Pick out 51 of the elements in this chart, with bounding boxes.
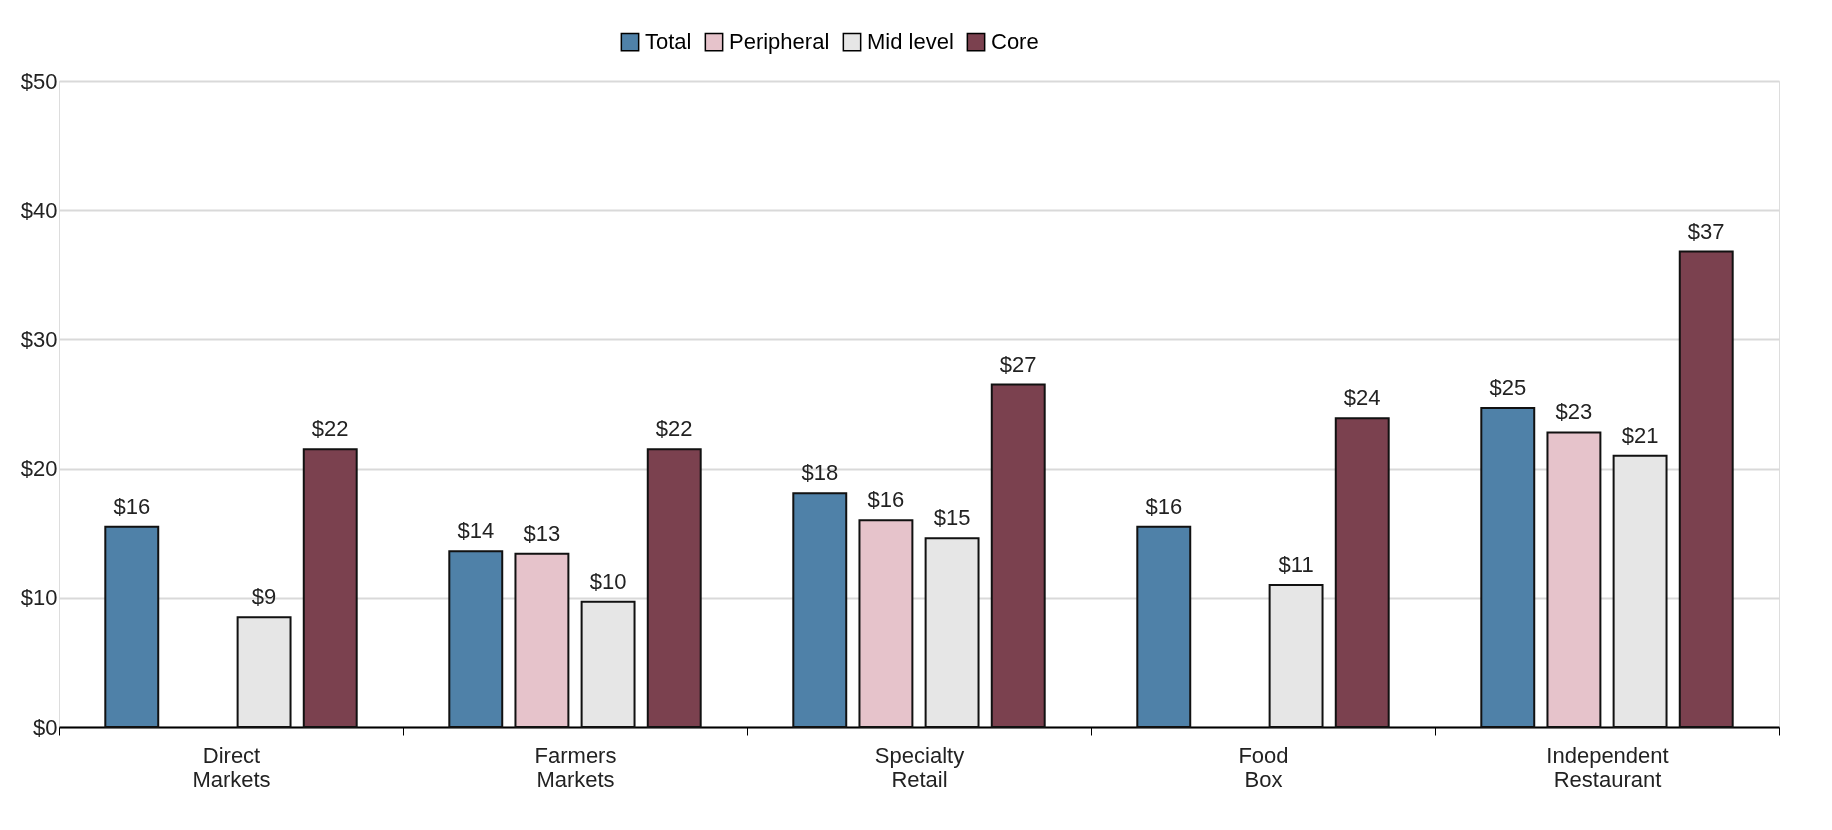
data-label: $14 <box>457 518 495 544</box>
bar <box>924 537 980 728</box>
bar <box>302 448 358 728</box>
data-label: $13 <box>523 520 561 546</box>
bar <box>792 492 848 728</box>
bar <box>990 383 1046 728</box>
data-label: $16 <box>113 493 151 519</box>
bar <box>1268 583 1324 728</box>
y-tick-label: $20 <box>20 456 58 482</box>
data-label: $9 <box>251 584 277 610</box>
x-tick-label: Independent Restaurant <box>1546 742 1669 792</box>
legend-label: Peripheral <box>729 29 830 55</box>
bar <box>1334 417 1390 728</box>
x-tick-label: Farmers Markets <box>534 742 617 792</box>
bar <box>1612 454 1668 728</box>
bar <box>236 616 292 728</box>
bar <box>1678 250 1734 728</box>
legend-label: Core <box>991 29 1039 55</box>
data-label: $22 <box>655 416 693 442</box>
bar <box>1480 406 1536 728</box>
data-label: $10 <box>589 568 627 594</box>
bar <box>580 600 636 728</box>
data-label: $27 <box>999 351 1037 377</box>
bar <box>1546 431 1602 728</box>
y-tick-label: $30 <box>20 326 58 352</box>
legend-label: Mid level <box>867 29 954 55</box>
legend-label: Total <box>645 29 692 55</box>
bar <box>646 448 702 728</box>
x-tick-label: Direct Markets <box>192 742 271 792</box>
bar <box>448 550 504 728</box>
data-label: $23 <box>1555 399 1593 425</box>
y-tick-label: $10 <box>20 585 58 611</box>
data-label: $22 <box>311 416 349 442</box>
data-label: $16 <box>1145 493 1183 519</box>
data-label: $37 <box>1687 218 1725 244</box>
data-label: $16 <box>867 487 905 513</box>
x-tick-label: Specialty Retail <box>874 742 965 792</box>
y-tick-label: $40 <box>20 197 58 223</box>
bar <box>104 525 160 728</box>
data-label: $24 <box>1343 385 1381 411</box>
y-tick-label: $0 <box>33 714 58 740</box>
y-tick-label: $50 <box>20 68 58 94</box>
data-label: $25 <box>1489 374 1527 400</box>
bar <box>514 552 570 728</box>
bar <box>1136 525 1192 728</box>
bar <box>858 519 914 728</box>
data-label: $21 <box>1621 422 1659 448</box>
x-tick-label: Food Box <box>1238 742 1289 792</box>
data-label: $11 <box>1278 551 1314 577</box>
data-label: $15 <box>933 505 971 531</box>
data-label: $18 <box>801 460 839 486</box>
